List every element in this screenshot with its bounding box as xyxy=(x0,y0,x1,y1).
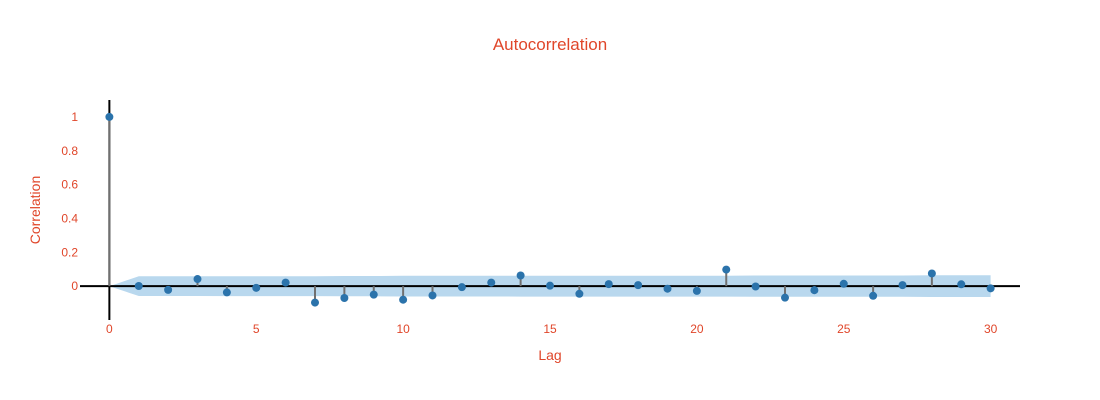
x-tick-label: 15 xyxy=(543,322,557,336)
point-lag-23 xyxy=(781,293,789,302)
point-lag-10 xyxy=(399,295,408,304)
x-tick-label: 30 xyxy=(984,322,998,336)
point-lag-7 xyxy=(311,298,319,307)
point-lag-4 xyxy=(222,288,231,297)
point-lag-5 xyxy=(252,283,261,292)
point-lag-16 xyxy=(575,289,584,298)
point-lag-13 xyxy=(487,278,496,287)
point-lag-15 xyxy=(546,281,554,290)
x-tick-label: 0 xyxy=(106,322,113,336)
y-tick-label: 0.8 xyxy=(61,144,78,158)
y-axis-title: Correlation xyxy=(27,176,43,244)
point-lag-26 xyxy=(869,291,878,300)
y-tick-label: 1 xyxy=(71,110,78,124)
point-lag-24 xyxy=(810,286,819,295)
point-lag-28 xyxy=(927,269,936,278)
x-tick-label: 5 xyxy=(253,322,260,336)
point-lag-11 xyxy=(428,291,437,300)
point-lag-30 xyxy=(986,284,995,293)
point-lag-3 xyxy=(193,275,202,284)
tick-labels-layer: 0 5 10 15 20 25 30 0 0.2 0.4 0.6 0.8 1 xyxy=(61,110,997,336)
point-lag-22 xyxy=(751,282,760,291)
point-lag-18 xyxy=(634,281,643,290)
points-layer xyxy=(105,112,995,307)
y-tick-label: 0.6 xyxy=(61,178,78,192)
y-tick-label: 0.2 xyxy=(61,245,78,259)
x-tick-label: 10 xyxy=(396,322,410,336)
point-lag-2 xyxy=(164,285,173,294)
stems-layer xyxy=(108,116,992,303)
x-tick-label: 25 xyxy=(837,322,851,336)
point-lag-20 xyxy=(692,286,701,295)
point-lag-6 xyxy=(281,278,290,287)
point-lag-9 xyxy=(369,290,378,299)
point-lag-21 xyxy=(722,265,731,274)
point-lag-8 xyxy=(340,294,349,302)
point-lag-27 xyxy=(898,281,907,290)
point-lag-1 xyxy=(134,281,143,290)
y-tick-label: 0.4 xyxy=(61,211,78,225)
point-lag-12 xyxy=(457,283,466,292)
point-lag-19 xyxy=(663,284,672,293)
point-lag-29 xyxy=(957,280,966,289)
point-lag-14 xyxy=(516,271,525,280)
x-tick-label: 20 xyxy=(690,322,704,336)
chart-title: Autocorrelation xyxy=(493,35,607,54)
point-lag-0 xyxy=(105,112,114,121)
y-tick-label: 0 xyxy=(71,279,78,293)
point-lag-17 xyxy=(604,280,613,289)
point-lag-25 xyxy=(839,279,848,288)
x-axis-title: Lag xyxy=(538,347,561,363)
